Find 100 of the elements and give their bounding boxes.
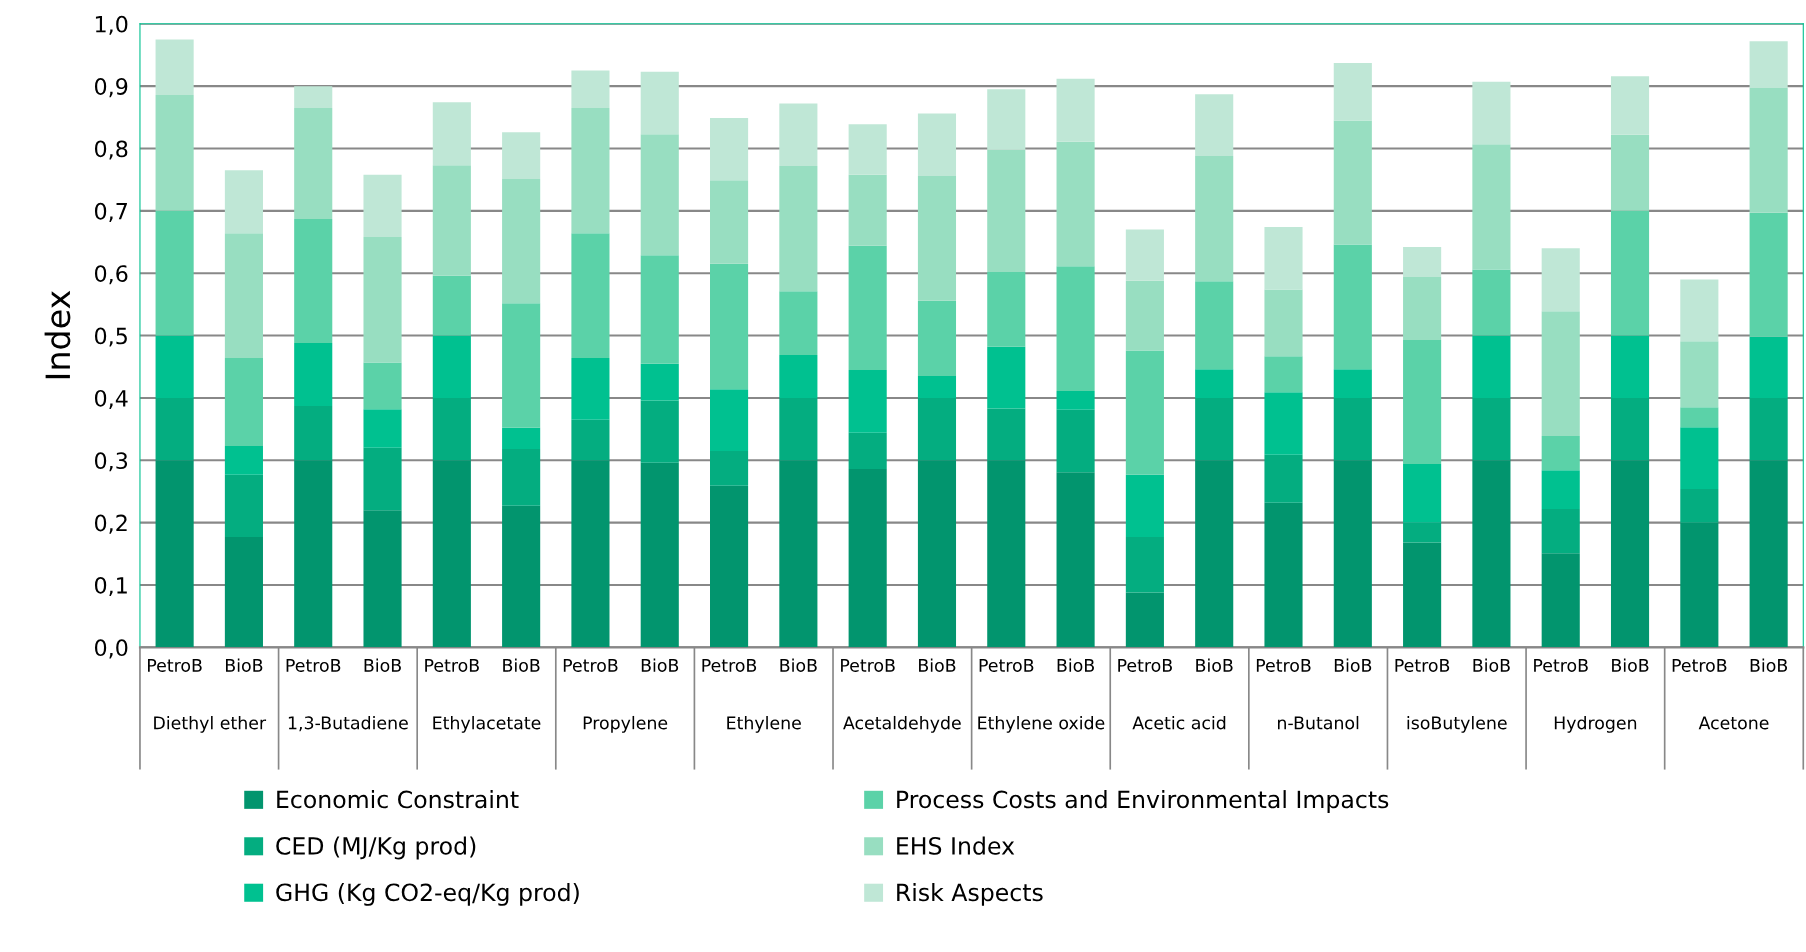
bar [502,449,541,506]
bar [848,369,887,433]
bar [1541,470,1580,509]
x-tick-label: PetroB [1534,659,1588,672]
bar [1541,311,1580,436]
bar [710,263,749,390]
bar [917,300,957,377]
bar [571,70,610,108]
bar [1125,536,1164,593]
bar [1264,356,1303,393]
bar [1056,472,1095,648]
bar [1680,427,1719,489]
bar [1749,212,1788,337]
bar [1680,407,1719,428]
bar [1195,397,1234,461]
bar [432,165,471,276]
bar [1749,460,1788,648]
bar [1680,522,1719,648]
bar [502,505,541,648]
bar [917,113,957,176]
bar [1680,341,1719,408]
bar [1333,120,1372,245]
bar [640,255,679,364]
bar [294,107,333,219]
y-tick-label: 0,4 [94,389,128,409]
x-tick-label: PetroB [148,659,202,672]
bar [1472,269,1511,336]
bar [917,460,957,648]
y-tick-label: 0,1 [94,576,127,597]
bar [640,363,679,401]
bar [1610,134,1650,211]
bar [571,358,610,420]
bar [1333,397,1372,461]
y-tick-label: 0,9 [94,78,128,98]
y-tick-label: 0,7 [94,202,127,222]
bar [640,462,679,648]
bar [1195,281,1234,370]
bar [917,376,957,398]
bar [1680,279,1719,342]
bar [848,469,887,648]
text: isoButylene [1407,715,1507,733]
x-tick-label: PetroB [1395,659,1450,672]
bar [848,174,887,246]
x-tick-label: PetroB [1118,659,1172,672]
bar [1056,409,1095,473]
bar [155,210,194,336]
x-tick-label: BioB [1473,658,1510,672]
bar [710,485,749,648]
bar [432,335,471,398]
bar [294,343,333,407]
text: Propylene [583,715,668,733]
bar [1472,397,1511,461]
y-tick-label: 0,3 [94,452,128,472]
bar [432,460,471,648]
text: Diethyl ether [154,715,267,733]
bar [987,89,1026,150]
bar [987,408,1026,461]
text: Hydrogen [1554,715,1637,733]
text: Acetaldehyde [843,715,961,733]
x-tick-label: PetroB [979,659,1034,672]
text: 1,3-Butadiene [288,715,408,732]
bar [710,180,749,264]
bar [1610,397,1650,461]
bar [1264,502,1303,648]
bar [1056,141,1095,267]
x-tick-label: PetroB [425,659,479,672]
bar [640,71,679,135]
bar [224,445,263,475]
x-tick-label: BioB [780,658,817,672]
bar [1541,435,1580,471]
bar [1541,248,1580,312]
bar [502,303,541,428]
x-tick-label: BioB [225,658,263,672]
bar [224,170,263,234]
bar [1472,335,1511,398]
bar [987,271,1026,347]
bar [640,134,679,256]
text: Ethylacetate [433,715,541,733]
bar [779,165,818,292]
bar [917,397,957,461]
bar [363,237,402,363]
bar [987,346,1026,409]
bar [1472,460,1511,648]
bar [224,358,263,446]
x-tick-label: BioB [1334,658,1372,672]
bar [1403,276,1442,340]
bar [1264,454,1303,503]
bar [1403,522,1442,543]
bar [848,245,887,370]
y-tick-label: 0,6 [94,265,128,285]
bar [1610,460,1650,648]
bar [1056,266,1095,392]
bar [1264,392,1303,455]
bar [1125,592,1164,648]
bar [1264,289,1303,357]
bar [1195,369,1234,398]
bar [1403,247,1442,277]
bar [432,275,471,336]
bar [502,179,541,304]
bar [294,460,333,648]
